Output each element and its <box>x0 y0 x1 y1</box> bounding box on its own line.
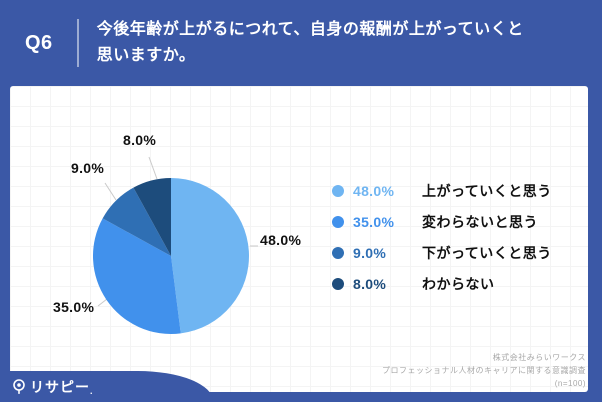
legend-dot-icon <box>332 216 344 228</box>
pie-slice-48pct <box>171 178 250 334</box>
credit-sample-size: (n=100) <box>554 379 586 388</box>
header-divider <box>76 19 79 67</box>
legend-percent: 35.0% <box>353 214 395 230</box>
legend-item: 8.0% わからない <box>332 274 552 294</box>
survey-credit: 株式会社みらいワークス プロフェッショナル人材のキャリアに関する意識調査 (n=… <box>382 351 586 390</box>
chart-card: 48.0% 35.0% 9.0% 8.0% 48.0% 上がっていくと思う 35… <box>10 86 588 392</box>
leader-line-35 <box>97 298 108 307</box>
pie-value-label-35: 35.0% <box>53 299 95 315</box>
chart-legend: 48.0% 上がっていくと思う 35.0% 変わらないと思う 9.0% 下がって… <box>332 181 552 294</box>
brand-logo-text: リサピー <box>30 378 90 395</box>
pie-value-label-48: 48.0% <box>260 232 302 248</box>
legend-item: 48.0% 上がっていくと思う <box>332 181 552 201</box>
leader-line-9 <box>104 182 117 201</box>
legend-dot-icon <box>332 185 344 197</box>
question-text: 今後年齢が上がるにつれて、自身の報酬が上がっていくと 思いますか。 <box>97 17 524 69</box>
legend-dot-icon <box>332 278 344 290</box>
pie-value-label-9: 9.0% <box>71 160 105 176</box>
legend-item: 35.0% 変わらないと思う <box>332 212 552 232</box>
question-line-1: 今後年齢が上がるにつれて、自身の報酬が上がっていくと <box>96 21 524 38</box>
pie-value-label-8: 8.0% <box>123 132 157 148</box>
brand-logo-mark: . <box>90 386 93 396</box>
legend-label: わからない <box>422 276 495 292</box>
brand-logo: リサピー . <box>0 371 213 402</box>
pie-slice-35pct <box>92 218 181 334</box>
question-line-2: 思いますか。 <box>96 47 196 64</box>
credit-company: 株式会社みらいワークス <box>492 353 586 362</box>
leader-line-8 <box>148 156 158 180</box>
legend-percent: 8.0% <box>353 276 387 292</box>
legend-dot-icon <box>332 247 344 259</box>
question-number: Q6 <box>25 31 53 54</box>
pie-slice-9pct <box>102 187 171 256</box>
pie-slice-8pct <box>133 178 171 256</box>
legend-label: 下がっていくと思う <box>422 245 552 261</box>
legend-percent: 9.0% <box>353 245 387 261</box>
legend-label: 上がっていくと思う <box>422 183 552 199</box>
footer-bar <box>0 392 602 402</box>
pie-chart <box>92 156 258 334</box>
risapee-pin-icon <box>13 379 25 394</box>
credit-survey-title: プロフェッショナル人材のキャリアに関する意識調査 <box>382 366 586 375</box>
legend-item: 9.0% 下がっていくと思う <box>332 243 552 263</box>
legend-percent: 48.0% <box>353 183 395 199</box>
question-header: Q6 今後年齢が上がるにつれて、自身の報酬が上がっていくと 思いますか。 <box>0 0 602 86</box>
legend-label: 変わらないと思う <box>422 214 538 230</box>
